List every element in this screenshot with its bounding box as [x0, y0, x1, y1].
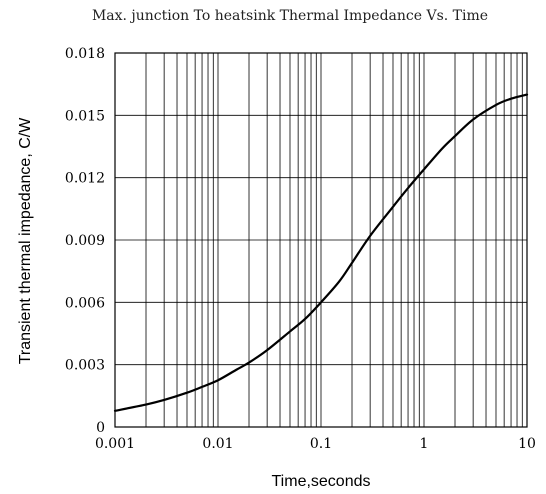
y-tick-label: 0	[96, 420, 105, 436]
x-tick-label: 10	[518, 436, 536, 452]
x-tick-label: 0.1	[310, 436, 332, 452]
x-axis-label: Time,seconds	[272, 473, 371, 490]
y-tick-label: 0.012	[65, 171, 105, 187]
chart-title: Max. junction To heatsink Thermal Impeda…	[92, 8, 488, 24]
x-tick-labels: 0.001 0.01 0.1 1 10	[95, 436, 536, 452]
y-tick-label: 0.006	[65, 295, 105, 311]
impedance-curve	[113, 93, 529, 412]
y-tick-label: 0.015	[65, 108, 105, 124]
x-tick-label: 1	[420, 436, 429, 452]
y-axis-label: Transient thermal impedance, C/W	[17, 117, 34, 365]
y-tick-label: 0.003	[65, 358, 105, 374]
x-tick-label: 0.01	[202, 436, 233, 452]
y-tick-label: 0.009	[65, 233, 105, 249]
grid-lines	[115, 53, 527, 427]
x-tick-label: 0.001	[95, 436, 135, 452]
y-tick-labels: 0 0.003 0.006 0.009 0.012 0.015 0.018	[65, 46, 105, 436]
y-tick-label: 0.018	[65, 46, 105, 62]
plot-frame	[114, 52, 528, 428]
